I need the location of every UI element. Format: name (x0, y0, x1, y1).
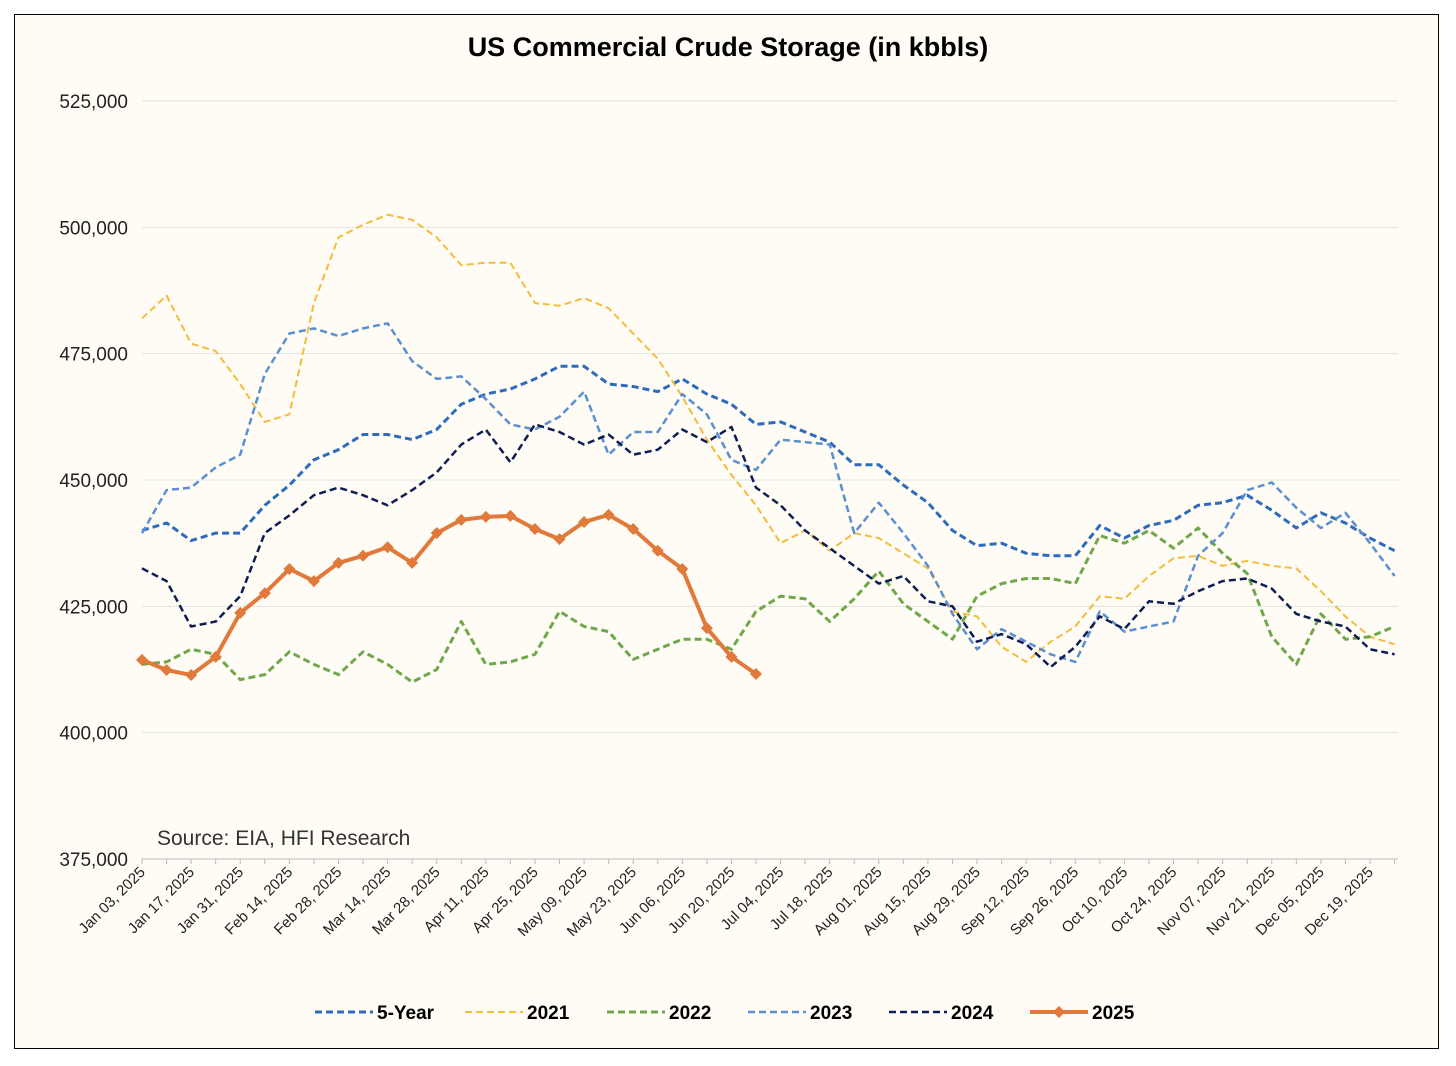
data-point-2025 (185, 669, 198, 682)
series-line-2024 (141, 423, 1395, 669)
data-point-2025 (209, 650, 222, 663)
data-point-2025 (528, 523, 541, 536)
legend-marker-diamond (1053, 1006, 1065, 1018)
legend-label-2025: 2025 (1092, 1003, 1135, 1024)
legend-label-2021: 2021 (527, 1003, 570, 1024)
data-point-2025 (160, 664, 173, 677)
y-tick-label: 525,000 (59, 92, 128, 113)
y-tick-label: 500,000 (59, 218, 128, 239)
series-line-2023 (140, 322, 1396, 664)
y-tick-label: 450,000 (59, 471, 128, 492)
data-point-2025 (676, 562, 689, 575)
data-point-2025 (602, 508, 615, 521)
data-point-2025 (651, 544, 664, 557)
data-point-2025 (307, 575, 320, 588)
data-point-2025 (430, 527, 443, 540)
data-point-2025 (381, 541, 394, 554)
data-point-2025 (258, 587, 271, 600)
data-point-2025 (750, 668, 762, 681)
y-tick-label: 400,000 (59, 724, 128, 745)
data-point-2025 (332, 556, 345, 569)
source-annotation: Source: EIA, HFI Research (157, 827, 410, 850)
series-line-2021 (141, 213, 1395, 663)
data-point-2025 (357, 549, 370, 562)
series-line-5-year (141, 364, 1396, 558)
chart-title: US Commercial Crude Storage (in kbbls) (467, 32, 989, 62)
series-line-2025 (141, 512, 758, 678)
data-point-2025 (283, 562, 296, 575)
y-tick-label: 375,000 (59, 850, 128, 871)
y-tick-label: 425,000 (59, 597, 128, 618)
data-point-2025 (578, 515, 591, 528)
data-point-2025 (504, 509, 517, 522)
legend-label-2022: 2022 (669, 1003, 711, 1024)
legend-label-2024: 2024 (951, 1003, 994, 1024)
data-point-2025 (406, 556, 419, 569)
data-point-2025 (700, 622, 713, 635)
data-point-2025 (136, 653, 148, 666)
y-tick-label: 475,000 (59, 345, 128, 366)
data-point-2025 (725, 650, 738, 663)
data-point-2025 (627, 523, 640, 536)
data-point-2025 (455, 513, 468, 526)
chart-frame (14, 14, 1439, 1049)
legend-label-2023: 2023 (810, 1003, 852, 1024)
data-point-2025 (234, 606, 247, 619)
data-point-2025 (479, 510, 492, 523)
legend-label-5-year: 5-Year (377, 1003, 435, 1024)
series-line-2022 (141, 526, 1396, 684)
data-point-2025 (553, 533, 566, 546)
